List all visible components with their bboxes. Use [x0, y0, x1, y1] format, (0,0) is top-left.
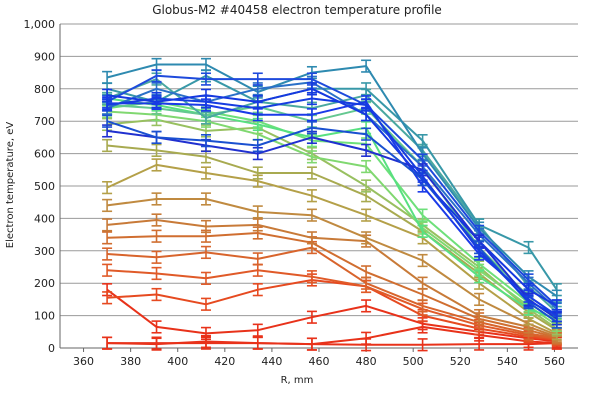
y-tick-label: 1,000	[24, 18, 56, 31]
x-tick-label: 440	[261, 355, 282, 368]
tick-labels: 0 100 200 300 400 500 600 700 800 900 1,000 360 380 4…	[24, 18, 565, 368]
y-tick-label: 800	[34, 83, 55, 96]
y-tick-label: 200	[34, 277, 55, 290]
series-15	[102, 91, 562, 326]
x-tick-label: 520	[450, 355, 471, 368]
x-tick-label: 420	[214, 355, 235, 368]
series-line	[107, 104, 558, 317]
y-tick-label: 700	[34, 115, 55, 128]
series-line	[106, 81, 558, 310]
y-tick-label: 100	[34, 310, 55, 323]
series-line	[107, 110, 558, 327]
y-tick-label: 900	[34, 50, 55, 63]
series-line	[106, 198, 558, 336]
series-16	[102, 98, 562, 323]
series-line	[107, 279, 557, 341]
series-3	[102, 283, 562, 349]
chart-title: Globus-M2 #40458 electron temperature pr…	[152, 3, 442, 17]
series-line	[106, 163, 558, 335]
series-line	[107, 325, 557, 346]
x-tick-label: 500	[403, 355, 424, 368]
y-tick-label: 0	[48, 342, 55, 355]
series-line	[107, 269, 557, 340]
series-line	[106, 63, 558, 298]
series-line	[106, 97, 558, 317]
series-line	[106, 129, 558, 320]
series-line	[106, 97, 558, 320]
x-tick-label: 460	[309, 355, 330, 368]
axes	[59, 24, 578, 352]
x-tick-label: 400	[167, 355, 188, 368]
y-tick-label: 600	[34, 148, 55, 161]
series-line	[106, 74, 558, 307]
series-line	[106, 288, 557, 343]
x-tick-label: 480	[356, 355, 377, 368]
series-line	[107, 246, 557, 340]
series-line	[107, 219, 558, 338]
series-26	[102, 91, 562, 323]
y-tick-label: 400	[34, 212, 55, 225]
y-tick-label: 300	[34, 245, 55, 258]
x-tick-label: 540	[497, 355, 518, 368]
series-8	[102, 213, 562, 344]
x-tick-label: 560	[544, 355, 565, 368]
x-tick-label: 380	[120, 355, 141, 368]
series-lines	[102, 57, 562, 352]
series-line	[106, 74, 558, 291]
series-line	[106, 100, 558, 323]
series-24	[102, 124, 562, 326]
series-line	[107, 232, 558, 339]
y-tick-label: 500	[34, 180, 55, 193]
y-axis-label: Electron temperature, eV	[5, 122, 16, 249]
x-axis-label: R, mm	[281, 375, 314, 386]
x-tick-label: 360	[73, 355, 94, 368]
